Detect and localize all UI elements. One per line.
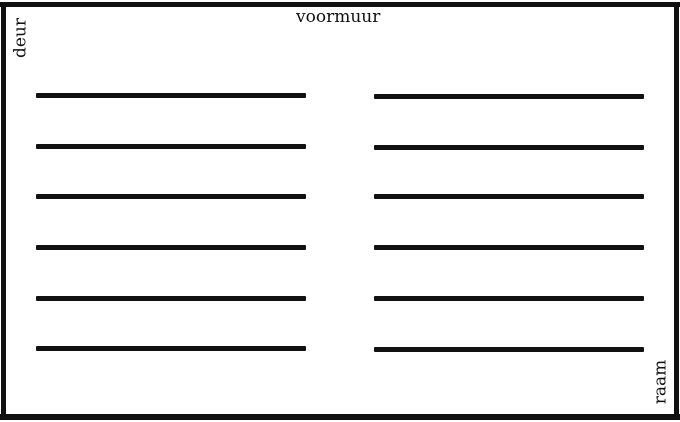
front-wall-label: voormuur [296,7,381,27]
right-wall [674,2,679,420]
left-wall [1,2,6,420]
bench-right-3 [374,194,644,199]
bench-left-1 [36,93,306,98]
front-wall [0,2,680,7]
bench-right-5 [374,296,644,301]
bench-left-4 [36,245,306,250]
bench-right-6 [374,347,644,352]
bench-left-6 [36,346,306,351]
door-label: deur [10,17,31,59]
bench-left-2 [36,144,306,149]
bench-left-3 [36,194,306,199]
bench-right-4 [374,245,644,250]
bench-right-2 [374,145,644,150]
window-label: raam [650,359,671,405]
bench-right-1 [374,94,644,99]
bench-left-5 [36,296,306,301]
back-wall [0,414,680,420]
